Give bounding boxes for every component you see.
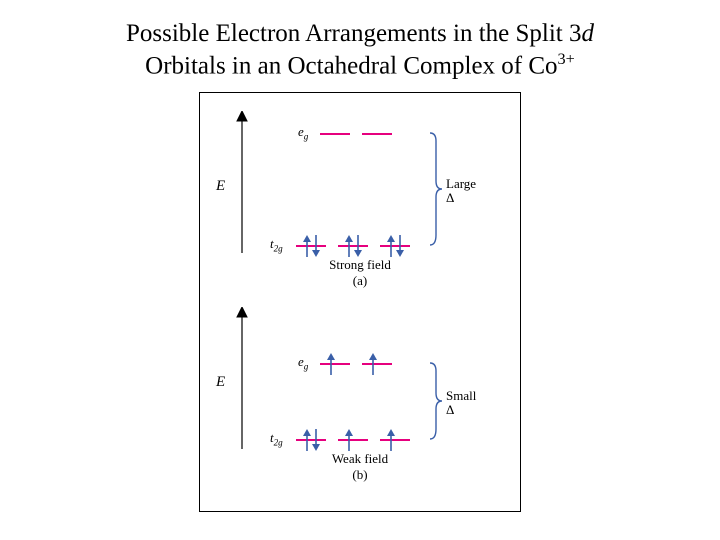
electron-down-icon (395, 235, 405, 257)
field-caption: Weak field (200, 451, 520, 467)
title-part1: Possible Electron Arrangements in the Sp… (126, 20, 582, 47)
level-label: t2g (270, 236, 283, 254)
brace-icon (428, 361, 444, 441)
electron-up-icon (344, 429, 354, 451)
delta-label: SmallΔ (446, 389, 476, 418)
brace-icon (428, 131, 444, 247)
panel-subcaption: (b) (200, 467, 520, 483)
panel-subcaption: (a) (200, 273, 520, 289)
page-title: Possible Electron Arrangements in the Sp… (30, 18, 690, 82)
energy-axis-label: E (216, 374, 225, 391)
orbital-line (320, 133, 350, 135)
electron-up-icon (368, 353, 378, 375)
title-part2: Orbitals in an Octahedral Complex of Co (145, 53, 557, 80)
title-d: d (582, 20, 595, 47)
electron-down-icon (311, 235, 321, 257)
level-label: eg (298, 354, 308, 372)
figure-box: Eeg t2g LargeΔ Strong field(a) Eeg t2g SmallΔ W… (199, 92, 521, 512)
delta-label: LargeΔ (446, 177, 476, 206)
field-caption: Strong field (200, 257, 520, 273)
title-sup: 3+ (558, 50, 575, 68)
electron-down-icon (311, 429, 321, 451)
orbital-line (362, 133, 392, 135)
level-label: t2g (270, 430, 283, 448)
energy-axis-label: E (216, 178, 225, 195)
electron-up-icon (326, 353, 336, 375)
level-label: eg (298, 124, 308, 142)
electron-down-icon (353, 235, 363, 257)
electron-up-icon (386, 429, 396, 451)
